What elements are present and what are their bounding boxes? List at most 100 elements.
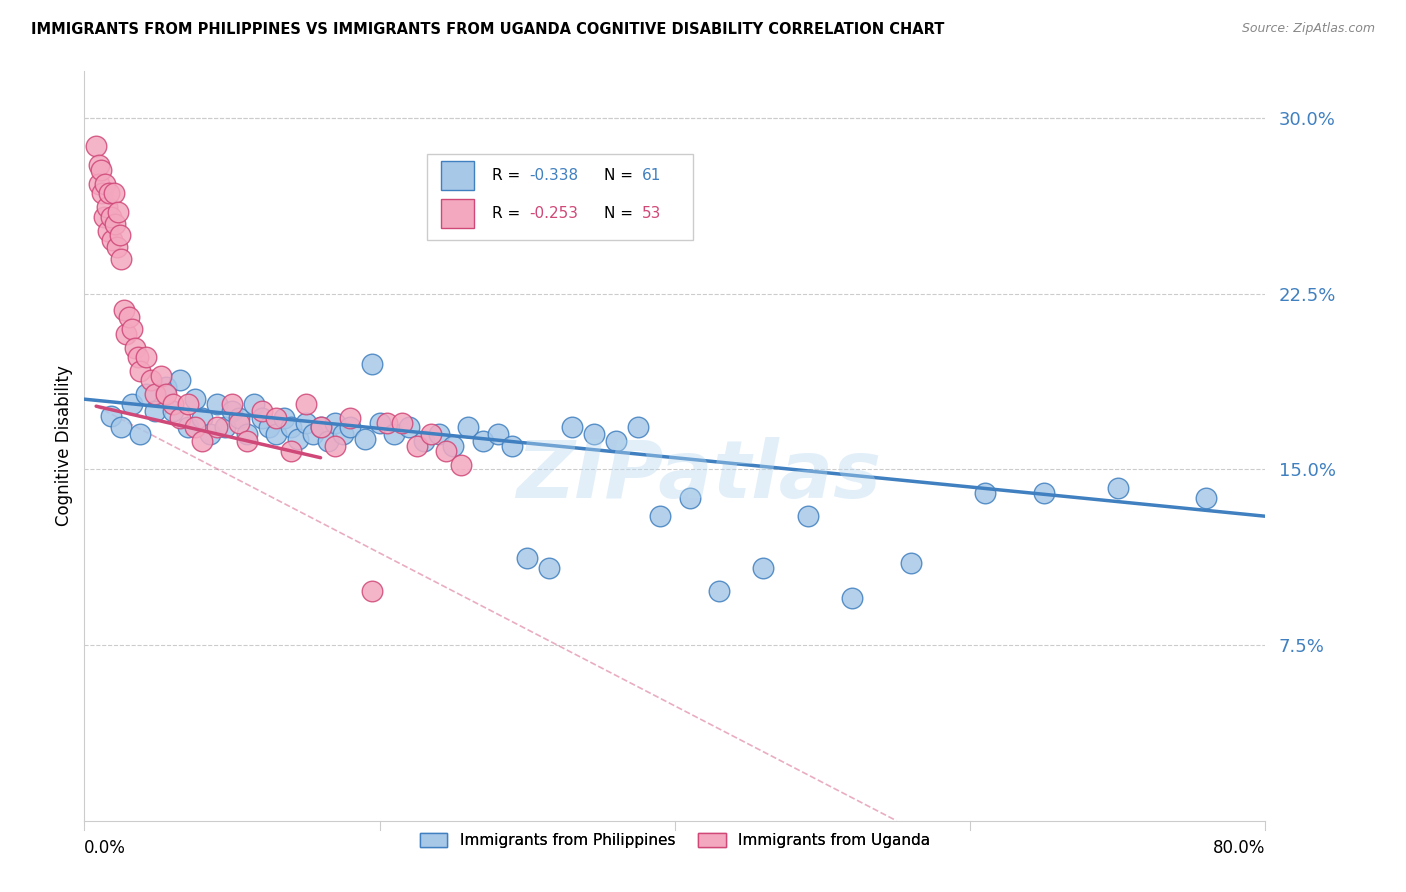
Point — [582, 427, 605, 442]
Point — [129, 427, 152, 442]
Point — [110, 252, 132, 266]
Point — [486, 427, 509, 442]
Point — [280, 420, 302, 434]
Point — [605, 434, 627, 449]
Point — [97, 223, 120, 237]
Point — [91, 186, 114, 200]
Point — [98, 186, 121, 200]
Point — [361, 584, 384, 599]
Point — [797, 509, 820, 524]
Point — [368, 416, 391, 430]
Point — [221, 397, 243, 411]
Point — [295, 416, 318, 430]
Point — [155, 387, 177, 401]
Point — [302, 427, 325, 442]
Point — [974, 485, 997, 500]
Point — [472, 434, 495, 449]
Point — [382, 427, 406, 442]
FancyBboxPatch shape — [441, 200, 474, 228]
Point — [121, 397, 143, 411]
Point — [105, 240, 128, 254]
Point — [405, 439, 427, 453]
Text: 80.0%: 80.0% — [1213, 839, 1265, 857]
Point — [450, 458, 472, 472]
Point — [207, 397, 229, 411]
Point — [236, 427, 259, 442]
Text: R =: R = — [492, 168, 524, 183]
Text: 53: 53 — [641, 206, 661, 221]
Point — [627, 420, 650, 434]
Text: N =: N = — [605, 206, 638, 221]
Text: -0.253: -0.253 — [530, 206, 579, 221]
Point — [434, 443, 457, 458]
Point — [287, 432, 309, 446]
Text: ZIPatlas: ZIPatlas — [516, 437, 882, 515]
Point — [266, 427, 288, 442]
Text: 61: 61 — [641, 168, 661, 183]
Point — [143, 404, 166, 418]
Point — [169, 374, 191, 388]
Point — [101, 233, 124, 247]
Point — [207, 420, 229, 434]
Point — [198, 427, 221, 442]
Point — [413, 434, 436, 449]
Point — [150, 368, 173, 383]
Point — [309, 420, 332, 434]
Point — [752, 561, 775, 575]
Point — [420, 427, 443, 442]
Point — [273, 411, 295, 425]
Point — [155, 380, 177, 394]
Point — [295, 397, 318, 411]
Point — [1107, 481, 1129, 495]
Point — [561, 420, 583, 434]
Point — [107, 204, 129, 219]
Point — [427, 427, 450, 442]
Point — [135, 387, 157, 401]
Point — [177, 397, 200, 411]
Point — [679, 491, 702, 505]
Point — [280, 443, 302, 458]
Point — [87, 158, 111, 172]
Point — [127, 350, 149, 364]
Point — [184, 392, 207, 407]
Point — [250, 404, 273, 418]
Point — [100, 210, 122, 224]
Point — [114, 326, 136, 341]
Point — [162, 397, 184, 411]
Point — [87, 177, 111, 191]
Point — [339, 411, 361, 425]
Point — [191, 434, 214, 449]
Point — [228, 411, 250, 425]
Point — [325, 439, 347, 453]
Point — [177, 420, 200, 434]
FancyBboxPatch shape — [427, 153, 693, 240]
Point — [257, 420, 280, 434]
Point — [516, 551, 538, 566]
Point — [108, 228, 131, 243]
Point — [538, 561, 561, 575]
Point — [243, 397, 266, 411]
Point — [228, 416, 250, 430]
Point — [354, 432, 377, 446]
Point — [112, 303, 135, 318]
Point — [266, 411, 288, 425]
Point — [184, 420, 207, 434]
Point — [124, 341, 146, 355]
FancyBboxPatch shape — [441, 161, 474, 190]
Point — [375, 416, 398, 430]
Text: 0.0%: 0.0% — [84, 839, 127, 857]
Y-axis label: Cognitive Disability: Cognitive Disability — [55, 366, 73, 526]
Text: IMMIGRANTS FROM PHILIPPINES VS IMMIGRANTS FROM UGANDA COGNITIVE DISABILITY CORRE: IMMIGRANTS FROM PHILIPPINES VS IMMIGRANT… — [31, 22, 945, 37]
Point — [1033, 485, 1056, 500]
Point — [214, 420, 236, 434]
Point — [169, 411, 191, 425]
Point — [398, 420, 420, 434]
Point — [129, 364, 152, 378]
Text: -0.338: -0.338 — [530, 168, 579, 183]
Point — [121, 322, 143, 336]
Point — [191, 411, 214, 425]
Point — [309, 420, 332, 434]
Point — [84, 139, 107, 153]
Point — [841, 591, 863, 606]
Text: R =: R = — [492, 206, 524, 221]
